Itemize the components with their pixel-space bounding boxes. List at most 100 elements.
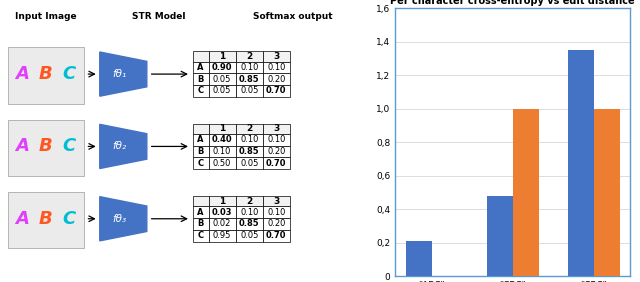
Bar xyxy=(236,124,263,134)
Bar xyxy=(236,196,263,206)
Text: C: C xyxy=(198,231,204,240)
Text: Input Image: Input Image xyxy=(15,12,77,21)
Text: C: C xyxy=(63,65,76,83)
Text: 0.10: 0.10 xyxy=(240,208,259,217)
Text: C: C xyxy=(198,87,204,96)
Text: 0.10: 0.10 xyxy=(267,135,285,144)
Text: B: B xyxy=(198,147,204,156)
Bar xyxy=(193,85,209,97)
Text: 1: 1 xyxy=(219,52,225,61)
Bar xyxy=(263,157,290,169)
Bar xyxy=(193,124,209,134)
Text: 0.95: 0.95 xyxy=(213,231,231,240)
Text: B: B xyxy=(198,75,204,84)
Bar xyxy=(263,51,290,61)
Bar xyxy=(193,218,209,230)
Bar xyxy=(209,85,236,97)
Bar xyxy=(236,51,263,61)
Text: 0.90: 0.90 xyxy=(212,63,232,72)
Text: 0.05: 0.05 xyxy=(240,159,259,168)
Text: A: A xyxy=(197,135,204,144)
Bar xyxy=(209,206,236,218)
Bar xyxy=(193,134,209,146)
Bar xyxy=(209,230,236,241)
Bar xyxy=(263,196,290,206)
Text: 0.85: 0.85 xyxy=(239,219,260,228)
Bar xyxy=(263,146,290,157)
Text: 0.70: 0.70 xyxy=(266,231,287,240)
Text: 0.10: 0.10 xyxy=(267,208,285,217)
Bar xyxy=(209,51,236,61)
Text: 0.10: 0.10 xyxy=(240,63,259,72)
Text: 0.05: 0.05 xyxy=(240,231,259,240)
Text: 0.10: 0.10 xyxy=(213,147,231,156)
Text: B: B xyxy=(198,219,204,228)
Text: C: C xyxy=(198,159,204,168)
Bar xyxy=(263,134,290,146)
Text: B: B xyxy=(39,137,53,155)
Text: 2: 2 xyxy=(246,197,252,206)
Text: C: C xyxy=(63,210,76,228)
Bar xyxy=(209,61,236,73)
Text: 0.05: 0.05 xyxy=(213,75,231,84)
Text: 0.10: 0.10 xyxy=(267,63,285,72)
Text: A: A xyxy=(197,63,204,72)
Bar xyxy=(487,196,513,276)
Text: 3: 3 xyxy=(273,52,280,61)
Text: 3: 3 xyxy=(273,124,280,133)
Text: 0.02: 0.02 xyxy=(213,219,231,228)
Bar xyxy=(8,47,84,103)
Bar xyxy=(236,230,263,241)
Text: A: A xyxy=(15,210,29,228)
Bar xyxy=(513,109,539,276)
Bar xyxy=(209,157,236,169)
Bar xyxy=(568,50,594,276)
Bar xyxy=(193,51,209,61)
Text: 0.20: 0.20 xyxy=(267,147,285,156)
Text: A: A xyxy=(197,208,204,217)
Text: 0.05: 0.05 xyxy=(240,87,259,96)
Text: 0.40: 0.40 xyxy=(212,135,232,144)
Text: 3: 3 xyxy=(273,197,280,206)
Bar xyxy=(236,61,263,73)
Text: 0.50: 0.50 xyxy=(213,159,231,168)
Text: A: A xyxy=(15,137,29,155)
Bar xyxy=(193,73,209,85)
Bar xyxy=(193,206,209,218)
Text: 0.85: 0.85 xyxy=(239,147,260,156)
Text: 0.20: 0.20 xyxy=(267,75,285,84)
Text: A: A xyxy=(15,65,29,83)
Bar xyxy=(209,146,236,157)
Bar xyxy=(236,146,263,157)
Bar xyxy=(209,73,236,85)
Bar xyxy=(263,218,290,230)
Bar xyxy=(193,61,209,73)
Bar xyxy=(263,230,290,241)
Text: 2: 2 xyxy=(246,52,252,61)
Bar xyxy=(406,241,432,276)
Text: 0.20: 0.20 xyxy=(267,219,285,228)
Bar xyxy=(263,124,290,134)
Bar xyxy=(263,85,290,97)
Text: STR Model: STR Model xyxy=(132,12,186,21)
Bar xyxy=(193,146,209,157)
Text: 0.70: 0.70 xyxy=(266,87,287,96)
Text: 0.10: 0.10 xyxy=(240,135,259,144)
Bar xyxy=(209,124,236,134)
Bar xyxy=(263,61,290,73)
Bar xyxy=(236,218,263,230)
Text: 0.85: 0.85 xyxy=(239,75,260,84)
Bar xyxy=(236,85,263,97)
Bar xyxy=(236,134,263,146)
Text: B: B xyxy=(39,210,53,228)
Polygon shape xyxy=(100,52,147,96)
Bar xyxy=(209,196,236,206)
Text: Softmax output: Softmax output xyxy=(253,12,332,21)
Bar xyxy=(594,109,620,276)
Text: 0.70: 0.70 xyxy=(266,159,287,168)
Text: 1: 1 xyxy=(219,124,225,133)
Text: 0.03: 0.03 xyxy=(212,208,232,217)
Text: fθ₁: fθ₁ xyxy=(113,69,127,79)
Title: Per character cross-entropy vs edit distance: Per character cross-entropy vs edit dist… xyxy=(390,0,635,6)
Bar xyxy=(8,120,84,176)
